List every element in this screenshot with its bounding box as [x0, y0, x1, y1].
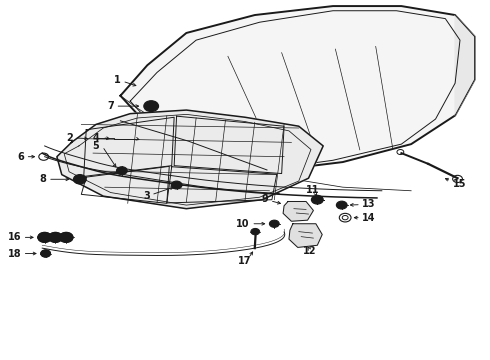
Text: 18: 18: [7, 248, 36, 258]
Text: 5: 5: [93, 141, 99, 151]
Circle shape: [336, 201, 347, 209]
Polygon shape: [57, 110, 323, 209]
Text: 15: 15: [445, 178, 466, 189]
Circle shape: [312, 195, 323, 204]
Circle shape: [49, 232, 62, 242]
Circle shape: [38, 232, 51, 242]
Text: 17: 17: [238, 256, 252, 266]
Text: 2: 2: [66, 133, 87, 143]
Circle shape: [41, 250, 50, 257]
Polygon shape: [283, 202, 314, 221]
Polygon shape: [455, 15, 475, 116]
Circle shape: [41, 250, 50, 257]
Circle shape: [49, 232, 62, 242]
Text: 9: 9: [262, 194, 280, 204]
Text: 6: 6: [18, 152, 34, 162]
Circle shape: [38, 232, 51, 242]
Text: 1: 1: [114, 75, 136, 86]
Circle shape: [59, 232, 73, 242]
Text: 10: 10: [236, 219, 265, 229]
Text: 11: 11: [306, 185, 319, 195]
Text: 3: 3: [143, 187, 173, 202]
Polygon shape: [121, 6, 475, 173]
Text: 12: 12: [303, 246, 316, 256]
Circle shape: [144, 101, 159, 112]
Circle shape: [270, 220, 279, 227]
Circle shape: [171, 181, 182, 189]
Circle shape: [117, 167, 127, 175]
Circle shape: [251, 228, 260, 235]
Text: 14: 14: [354, 213, 376, 222]
Text: 16: 16: [8, 232, 33, 242]
Text: 7: 7: [107, 101, 139, 111]
Circle shape: [74, 175, 86, 184]
Text: 8: 8: [40, 174, 69, 184]
Text: 4: 4: [93, 133, 99, 143]
Text: 13: 13: [350, 199, 376, 210]
Circle shape: [59, 232, 73, 242]
Polygon shape: [289, 224, 322, 247]
